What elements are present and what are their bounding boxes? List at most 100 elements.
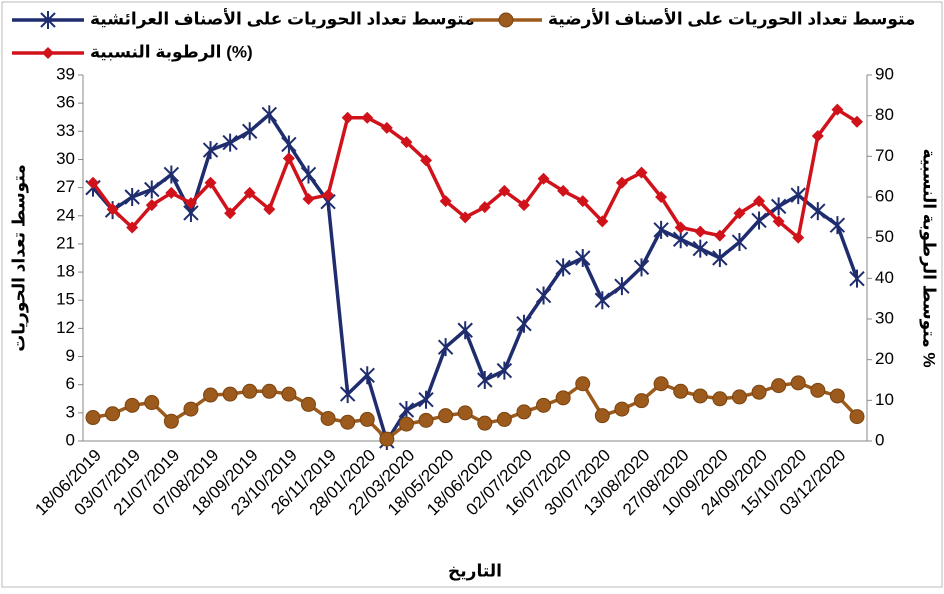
- point: [712, 391, 728, 407]
- point: [851, 115, 863, 128]
- y2-tick-label: 70: [875, 146, 894, 165]
- point: [281, 135, 297, 154]
- y2-tick-label: 90: [875, 64, 894, 83]
- point: [536, 397, 552, 413]
- point: [202, 141, 219, 160]
- point: [379, 431, 395, 447]
- point: [418, 412, 434, 428]
- point: [359, 366, 375, 385]
- point: [811, 130, 824, 142]
- point: [849, 269, 865, 288]
- point: [261, 383, 277, 399]
- point: [124, 188, 140, 206]
- point: [731, 233, 748, 252]
- point: [733, 207, 746, 220]
- point: [790, 375, 806, 391]
- point: [439, 195, 452, 208]
- point: [829, 216, 846, 235]
- point: [517, 199, 530, 212]
- point: [300, 396, 316, 412]
- point: [144, 395, 160, 411]
- y-tick-label: 6: [66, 374, 75, 393]
- point: [694, 225, 707, 238]
- point: [165, 186, 178, 199]
- point: [320, 410, 336, 426]
- y2-tick-label: 50: [875, 227, 894, 246]
- point: [183, 401, 199, 417]
- point: [85, 410, 101, 426]
- legend-label: متوسط تعداد الحوريات على الأصناف الأرضية: [548, 8, 915, 29]
- y-tick-label: 0: [66, 430, 75, 449]
- y2-tick-label: 0: [875, 430, 884, 449]
- point: [655, 191, 668, 203]
- point: [418, 390, 434, 409]
- point: [437, 338, 454, 357]
- point: [478, 201, 491, 214]
- y2-tick-label: 10: [875, 390, 894, 409]
- point: [770, 197, 787, 216]
- point: [398, 416, 414, 432]
- point: [594, 291, 611, 310]
- y-tick-label: 18: [56, 262, 75, 281]
- point: [163, 165, 180, 184]
- point: [496, 361, 513, 380]
- point: [144, 180, 160, 199]
- y-tick-label: 30: [56, 149, 75, 168]
- point: [243, 186, 256, 199]
- point: [224, 207, 237, 220]
- point: [126, 221, 139, 234]
- point: [459, 211, 472, 224]
- point: [106, 203, 119, 216]
- point: [516, 314, 532, 333]
- point: [731, 389, 747, 405]
- point: [849, 409, 865, 425]
- point: [477, 371, 493, 389]
- point: [615, 176, 628, 189]
- point: [831, 103, 844, 116]
- point: [42, 47, 54, 59]
- series-line: [91, 112, 859, 443]
- point: [829, 388, 845, 404]
- y-tick-label: 21: [56, 233, 75, 252]
- point: [653, 220, 669, 239]
- legend-label: متوسط تعداد الحوريات على الأصناف العرائش…: [90, 8, 475, 29]
- point: [673, 383, 689, 399]
- point: [713, 229, 726, 242]
- point: [184, 197, 197, 210]
- point: [300, 165, 317, 184]
- point: [498, 184, 511, 197]
- y-tick-label: 33: [56, 121, 75, 140]
- point: [145, 199, 158, 212]
- series-line: [92, 381, 859, 441]
- y2-tick-label: 60: [875, 186, 894, 205]
- point: [359, 411, 375, 427]
- y2-axis-title: متوسط الرطوبة النسبية %: [919, 148, 939, 367]
- point: [516, 404, 532, 420]
- point: [242, 383, 258, 399]
- point: [555, 258, 571, 277]
- point: [557, 184, 570, 197]
- point: [124, 397, 140, 413]
- y2-tick-label: 30: [875, 308, 894, 327]
- y-tick-label: 36: [56, 93, 75, 112]
- y-tick-label: 27: [56, 177, 75, 196]
- point: [772, 215, 785, 228]
- point: [535, 286, 552, 305]
- point: [40, 11, 56, 29]
- y-tick-label: 9: [66, 346, 75, 365]
- point: [575, 249, 591, 267]
- legend-label: الرطوبة النسبية (%): [90, 42, 253, 62]
- point: [341, 111, 354, 124]
- point: [555, 390, 571, 406]
- point: [163, 413, 179, 429]
- point: [753, 195, 766, 208]
- point: [263, 203, 276, 216]
- y2-tick-label: 80: [875, 105, 894, 124]
- point: [400, 136, 413, 149]
- point: [692, 388, 708, 404]
- point: [87, 176, 99, 189]
- point: [712, 249, 728, 267]
- point: [790, 186, 806, 205]
